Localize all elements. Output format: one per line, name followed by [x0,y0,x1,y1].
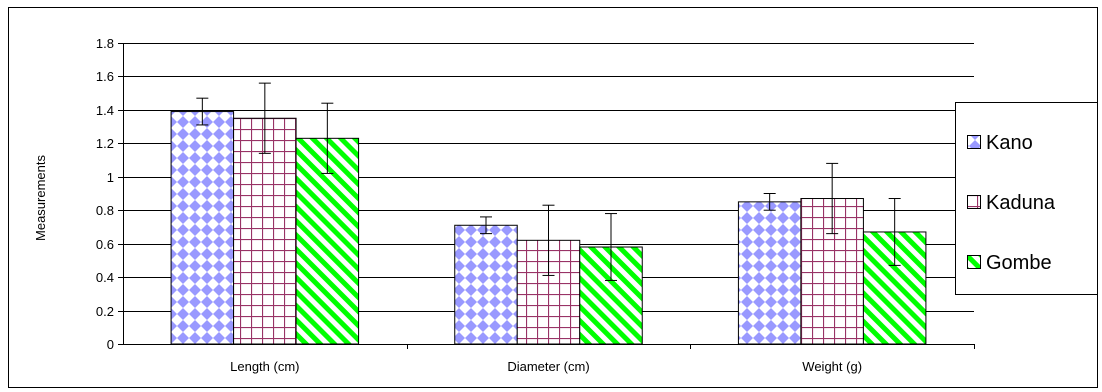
y-tick-label: 0 [107,337,114,352]
bar-kano-2 [737,201,802,345]
y-tick-label: 0.6 [96,237,114,252]
legend-swatch-kano [967,135,981,149]
error-bar-kaduna-2 [826,162,839,235]
error-bar-kaduna-1 [542,204,555,276]
error-bar-gombe-1 [605,213,617,281]
y-axis-title: Measurements [33,155,48,241]
bar-kano-1 [454,224,518,345]
x-tick-label: Diameter (cm) [507,359,589,374]
error-bar-kano-0 [196,97,209,126]
error-bar-kaduna-0 [258,82,271,154]
error-bar-gombe-2 [888,198,901,266]
legend-label-kaduna: Kaduna [986,192,1056,214]
legend-label-gombe: Gombe [986,252,1052,274]
error-bar-kano-2 [763,193,776,211]
y-tick-label: 1.2 [96,136,114,151]
x-tick-label: Length (cm) [230,359,299,374]
y-tick-label: 0.2 [96,304,114,319]
legend-swatch-gombe [967,255,981,269]
legend-label-kano: Kano [986,132,1033,154]
y-tick-label: 0.4 [96,270,114,285]
bar-kano-0 [170,111,235,345]
legend-swatch-kaduna [967,195,981,209]
y-tick-label: 1.6 [96,69,114,84]
y-tick-label: 1 [107,170,114,185]
bar-chart: 0 0.2 0.4 0.6 0.8 1 1.2 1.4 1.6 1.8 Length (cm) Dia… [33,36,1097,374]
error-bar-kano-1 [480,216,492,235]
legend: Kano Kaduna Gombe [955,102,1097,295]
y-tick-label: 1.8 [96,36,114,51]
y-tick-label: 1.4 [96,103,114,118]
error-bar-gombe-0 [321,102,334,174]
chart-frame: 0 0.2 0.4 0.6 0.8 1 1.2 1.4 1.6 1.8 Length (cm) Dia… [8,7,1098,388]
y-tick-label: 0.8 [96,203,114,218]
bar-kaduna-0 [233,117,297,345]
x-tick-label: Weight (g) [802,359,862,374]
